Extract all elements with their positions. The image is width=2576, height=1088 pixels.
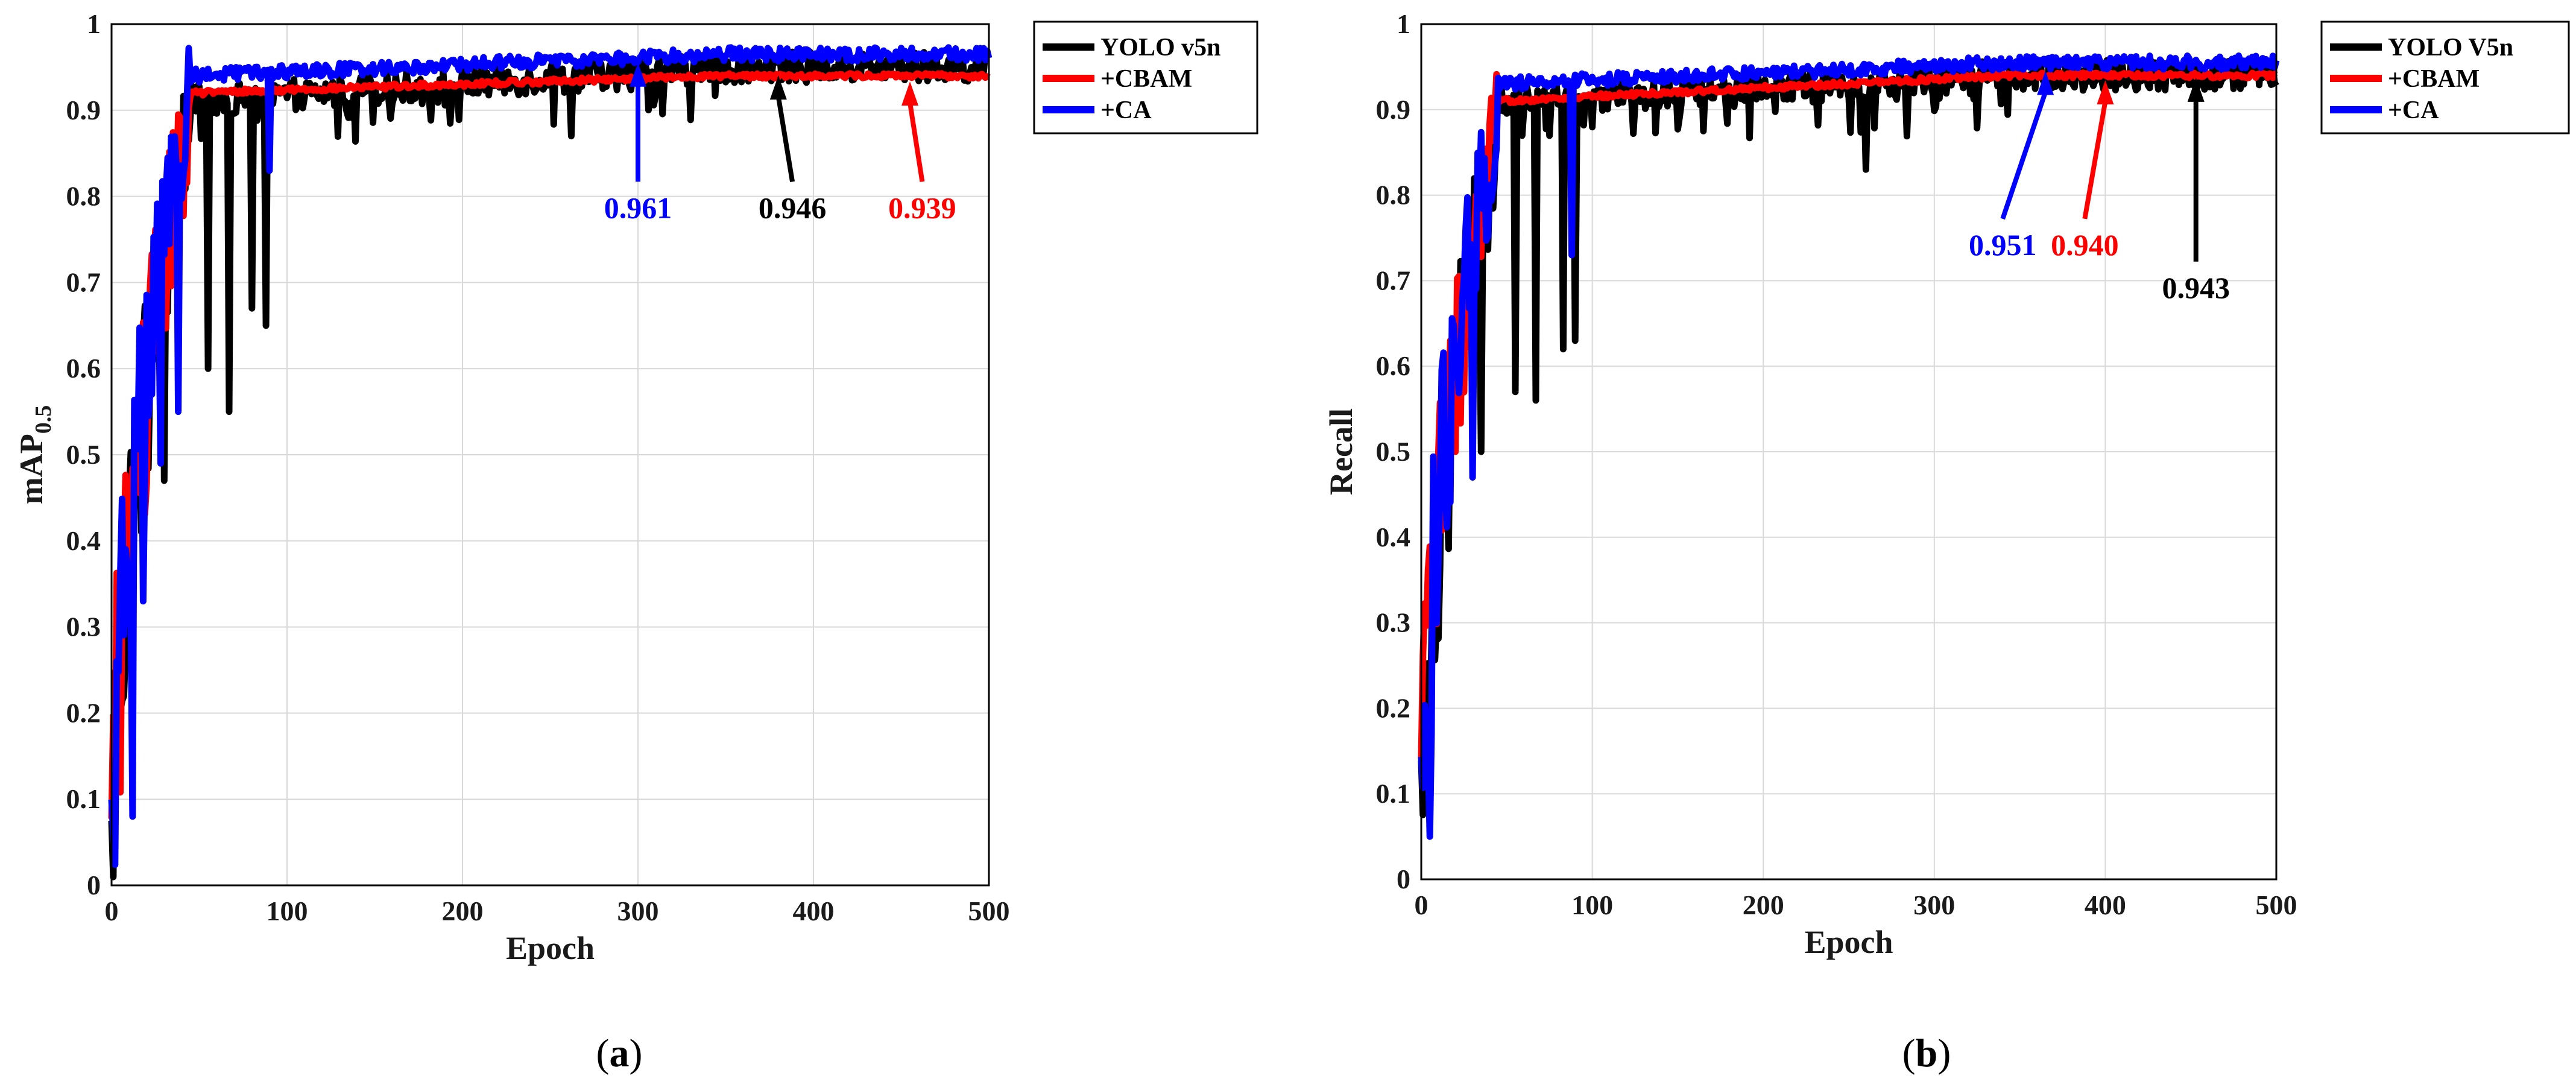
y-tick-label: 0.2 <box>1376 692 1411 723</box>
legend-entry: +CA <box>1100 96 1152 124</box>
y-tick-label: 0.8 <box>1376 180 1411 210</box>
series-line--ca <box>108 44 993 868</box>
series-line--cbam <box>1418 69 2278 759</box>
series-line-yolo-v5n <box>108 48 991 881</box>
annotation-arrow-shaft <box>2000 91 2048 220</box>
y-tick-label: 0.8 <box>66 181 101 212</box>
y-tick-label: 0.4 <box>1376 522 1411 552</box>
caption-open-paren: ( <box>1902 1031 1916 1075</box>
caption-open-paren: ( <box>596 1031 610 1075</box>
x-axis-label: Epoch <box>1804 924 1893 960</box>
y-tick-label: 0.7 <box>66 267 101 297</box>
y-tick-label: 0.3 <box>1376 607 1411 638</box>
y-tick-label: 0.3 <box>66 612 101 642</box>
x-tick-label: 200 <box>442 896 484 926</box>
y-axis-ticks: 0 0.1 0.2 0.3 0.4 0.5 0.6 0.7 0.8 0.9 1 <box>66 8 101 900</box>
caption-close-paren: ) <box>1937 1031 1951 1075</box>
y-axis-label: mAP0.5 <box>13 405 56 504</box>
caption-close-paren: ) <box>630 1031 643 1075</box>
annotation-arrow-shaft <box>908 102 925 182</box>
y-tick-label: 1 <box>87 8 101 39</box>
y-tick-label: 0 <box>87 870 101 900</box>
annotation-label: 0.951 <box>1969 228 2037 262</box>
y-tick-label: 0.9 <box>1376 94 1411 125</box>
panel-a: 0 0.1 0.2 0.3 0.4 0.5 0.6 0.7 0.8 0.9 1 0 100 200 300 4… <box>13 8 1258 1075</box>
axes-frame <box>110 23 990 887</box>
annotation-label: 0.946 <box>759 191 827 224</box>
annotation-arrow-head <box>901 81 919 106</box>
y-tick-label: 0.4 <box>66 525 101 556</box>
y-axis-label-main: mAP <box>13 434 49 504</box>
x-axis-label: Epoch <box>506 930 595 966</box>
annotation-label: 0.961 <box>604 191 672 224</box>
annotation-arrow-head <box>630 62 646 87</box>
legend-entry: +CBAM <box>2388 65 2480 93</box>
series-line--ca <box>1418 52 2280 840</box>
legend-entry: YOLO v5n <box>1100 34 1221 62</box>
panel-b: 0 0.1 0.2 0.3 0.4 0.5 0.6 0.7 0.8 0.9 1 0 100 200 300 4… <box>1323 8 2570 1075</box>
y-tick-label: 0.1 <box>66 783 101 814</box>
annotation-arrow-head <box>2187 77 2205 102</box>
x-tick-label: 400 <box>793 896 835 926</box>
y-tick-label: 1 <box>1397 8 1410 39</box>
y-tick-label: 0.5 <box>1376 436 1411 467</box>
x-axis-ticks: 0 100 200 300 400 500 <box>1415 890 2297 920</box>
legend-entry: +CA <box>2388 96 2439 124</box>
legend-entry: YOLO V5n <box>2388 34 2513 62</box>
y-tick-label: 0 <box>1397 864 1410 894</box>
annotation-arrow-head <box>2037 71 2054 95</box>
y-axis-label-subscript: 0.5 <box>31 405 56 434</box>
y-tick-label: 0.2 <box>66 697 101 728</box>
series-line--cbam <box>108 70 991 819</box>
x-tick-label: 300 <box>1913 890 1955 920</box>
x-tick-label: 400 <box>2085 890 2126 920</box>
y-axis-ticks: 0 0.1 0.2 0.3 0.4 0.5 0.6 0.7 0.8 0.9 1 <box>1376 8 1411 894</box>
caption-letter: b <box>1916 1031 1938 1075</box>
caption-letter: a <box>610 1031 630 1075</box>
x-tick-label: 300 <box>617 896 659 926</box>
annotation-arrow-shaft <box>775 96 795 182</box>
y-tick-label: 0.6 <box>66 353 101 384</box>
y-tick-label: 0.5 <box>66 439 101 470</box>
annotation-label: 0.940 <box>2051 228 2119 262</box>
annotation-label: 0.939 <box>888 191 956 224</box>
annotation-arrow-head <box>2097 80 2114 105</box>
x-axis-ticks: 0 100 200 300 400 500 <box>105 896 1010 926</box>
x-tick-label: 500 <box>968 896 1010 926</box>
annotation-arrow-head <box>769 75 787 100</box>
panel-caption: (b) <box>1902 1031 1951 1075</box>
legend: YOLO V5n +CBAM +CA <box>2320 21 2570 134</box>
annotation-label: 0.943 <box>2162 271 2230 305</box>
y-tick-label: 0.6 <box>1376 350 1411 381</box>
x-tick-label: 0 <box>105 896 119 926</box>
legend: YOLO v5n +CBAM +CA <box>1033 21 1258 134</box>
x-tick-label: 0 <box>1415 890 1428 920</box>
y-tick-label: 0.7 <box>1376 265 1411 296</box>
y-tick-label: 0.1 <box>1376 778 1411 809</box>
x-tick-label: 200 <box>1743 890 1784 920</box>
axes-frame <box>1420 23 2278 881</box>
x-tick-label: 100 <box>1571 890 1613 920</box>
y-tick-label: 0.9 <box>66 95 101 125</box>
y-axis-label: Recall <box>1323 408 1359 495</box>
panel-caption: (a) <box>596 1031 643 1075</box>
x-tick-label: 500 <box>2256 890 2297 920</box>
x-tick-label: 100 <box>267 896 308 926</box>
annotation-arrow-shaft <box>2082 101 2108 220</box>
legend-entry: +CBAM <box>1100 65 1192 93</box>
y-axis-label-main: Recall <box>1323 408 1359 495</box>
